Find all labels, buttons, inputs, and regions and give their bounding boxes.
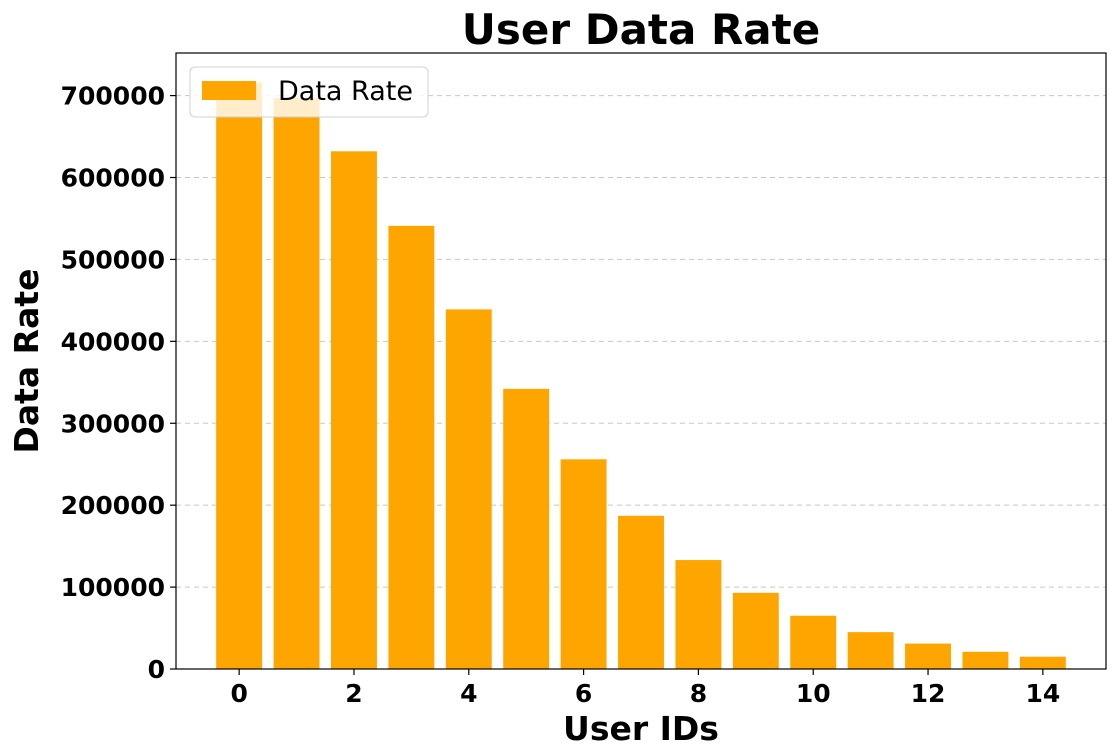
bar-user-14 <box>1019 656 1066 669</box>
bar-user-3 <box>388 225 435 669</box>
bar-user-11 <box>847 632 894 669</box>
y-tick-label: 700000 <box>61 82 165 111</box>
x-tick-label: 14 <box>1025 679 1060 708</box>
y-tick-label: 100000 <box>61 573 165 602</box>
y-tick-label: 0 <box>148 655 165 684</box>
x-tick-label: 10 <box>796 679 831 708</box>
chart-title: User Data Rate <box>462 5 820 54</box>
x-axis-label: User IDs <box>563 709 719 748</box>
bar-user-9 <box>732 592 779 669</box>
y-tick-label: 200000 <box>61 491 165 520</box>
legend-swatch <box>202 81 256 100</box>
y-tick-label: 400000 <box>61 327 165 356</box>
bar-user-6 <box>560 459 607 669</box>
bar-user-4 <box>445 309 492 669</box>
x-tick-label: 8 <box>690 679 707 708</box>
y-axis-label: Data Rate <box>7 268 46 453</box>
bar-user-10 <box>790 615 837 669</box>
x-axis-ticks: 0 2 4 6 8 10 12 14 <box>230 669 1060 708</box>
bar-user-13 <box>962 651 1009 669</box>
x-tick-label: 12 <box>911 679 946 708</box>
x-tick-label: 2 <box>345 679 362 708</box>
x-tick-label: 6 <box>575 679 592 708</box>
bar-user-5 <box>503 388 550 669</box>
bar-user-1 <box>273 98 320 669</box>
legend-box <box>189 66 429 118</box>
legend: Data Rate <box>189 66 429 118</box>
y-tick-label: 300000 <box>61 409 165 438</box>
plot-frame <box>175 52 1107 670</box>
y-tick-label: 500000 <box>61 245 165 274</box>
bar-user-7 <box>618 515 664 669</box>
bar-user-8 <box>675 560 722 669</box>
bar-user-12 <box>905 643 951 669</box>
x-tick-label: 0 <box>230 679 247 708</box>
bar-user-0 <box>216 82 263 669</box>
bar-user-2 <box>331 151 377 670</box>
x-tick-label: 4 <box>460 679 477 708</box>
y-axis-ticks: 0 100000 200000 300000 400000 500000 600000 700… <box>61 82 176 684</box>
y-tick-label: 600000 <box>61 164 165 193</box>
bars <box>216 82 1066 670</box>
legend-label: Data Rate <box>278 76 413 107</box>
